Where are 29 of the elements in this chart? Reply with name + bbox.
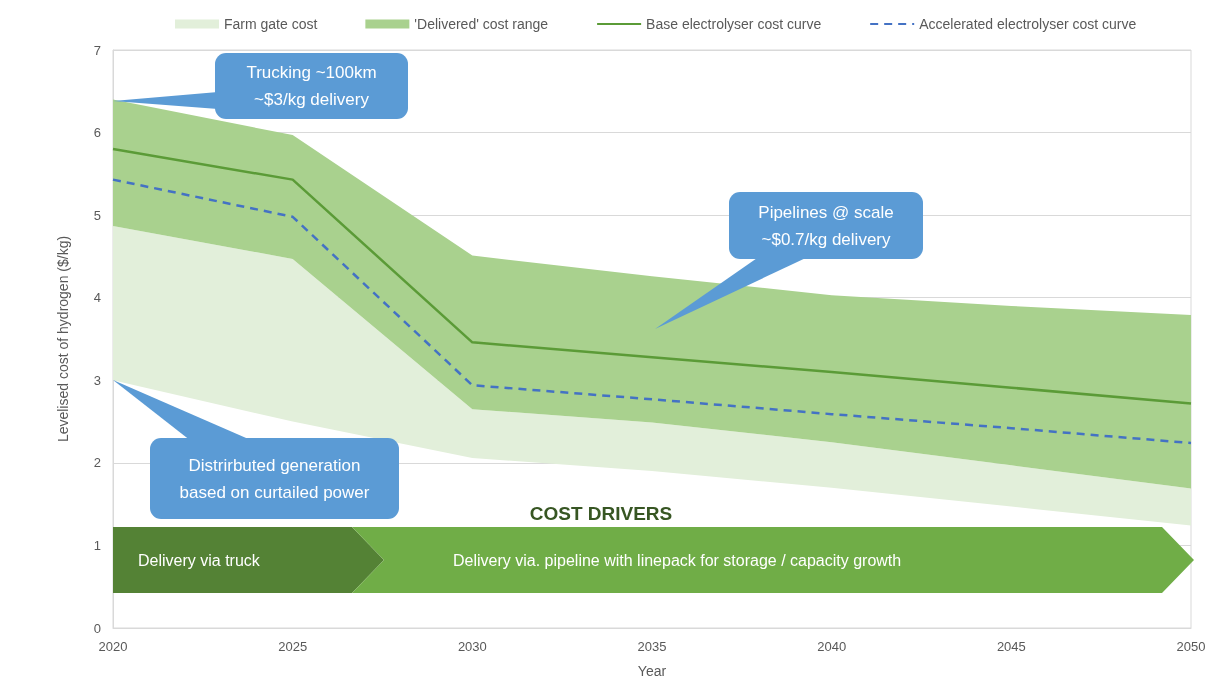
annotation: Distrirbuted generation based on curtailed power bbox=[179, 455, 370, 502]
y-tick-label: 0 bbox=[93, 620, 101, 636]
y-tick-label: 5 bbox=[93, 207, 101, 223]
y-axis-title: Levelised cost of hydrogen ($/kg) bbox=[55, 235, 71, 443]
y-tick-label: 2 bbox=[93, 455, 101, 471]
x-tick-label: 2025 bbox=[278, 639, 308, 654]
x-tick-label: 2020 bbox=[98, 639, 128, 654]
annotation: Pipelines @ scale ~$0.7/kg delivery bbox=[758, 202, 894, 249]
annotation: COST DRIVERS bbox=[529, 502, 673, 524]
line-series bbox=[111, 147, 1193, 405]
legend-label: Farm gate cost bbox=[224, 16, 318, 32]
legend-label: Base electrolyser cost curve bbox=[646, 16, 822, 32]
x-axis-title: Year bbox=[637, 663, 667, 679]
x-tick-label: 2035 bbox=[637, 639, 667, 654]
annotation: Delivery via. pipeline with linepack for storage / capacity growth bbox=[453, 551, 902, 569]
x-tick-label: 2040 bbox=[817, 639, 847, 654]
annotation: Trucking ~100km ~$3/kg delivery bbox=[246, 63, 377, 109]
x-tick-label: 2050 bbox=[1176, 639, 1206, 654]
y-tick-label: 6 bbox=[93, 125, 101, 141]
line-series bbox=[111, 178, 1193, 445]
y-tick-label: 3 bbox=[93, 372, 101, 388]
x-tick-label: 2045 bbox=[996, 639, 1026, 654]
y-tick-label: 1 bbox=[93, 537, 101, 553]
x-tick-label: 2030 bbox=[457, 639, 487, 654]
legend-label: Accelerated electrolyser cost curve bbox=[919, 16, 1137, 32]
y-tick-label: 4 bbox=[93, 290, 101, 306]
legend-label: 'Delivered' cost range bbox=[414, 16, 549, 32]
y-tick-label: 7 bbox=[93, 42, 101, 58]
annotation: Delivery via truck bbox=[138, 551, 261, 569]
